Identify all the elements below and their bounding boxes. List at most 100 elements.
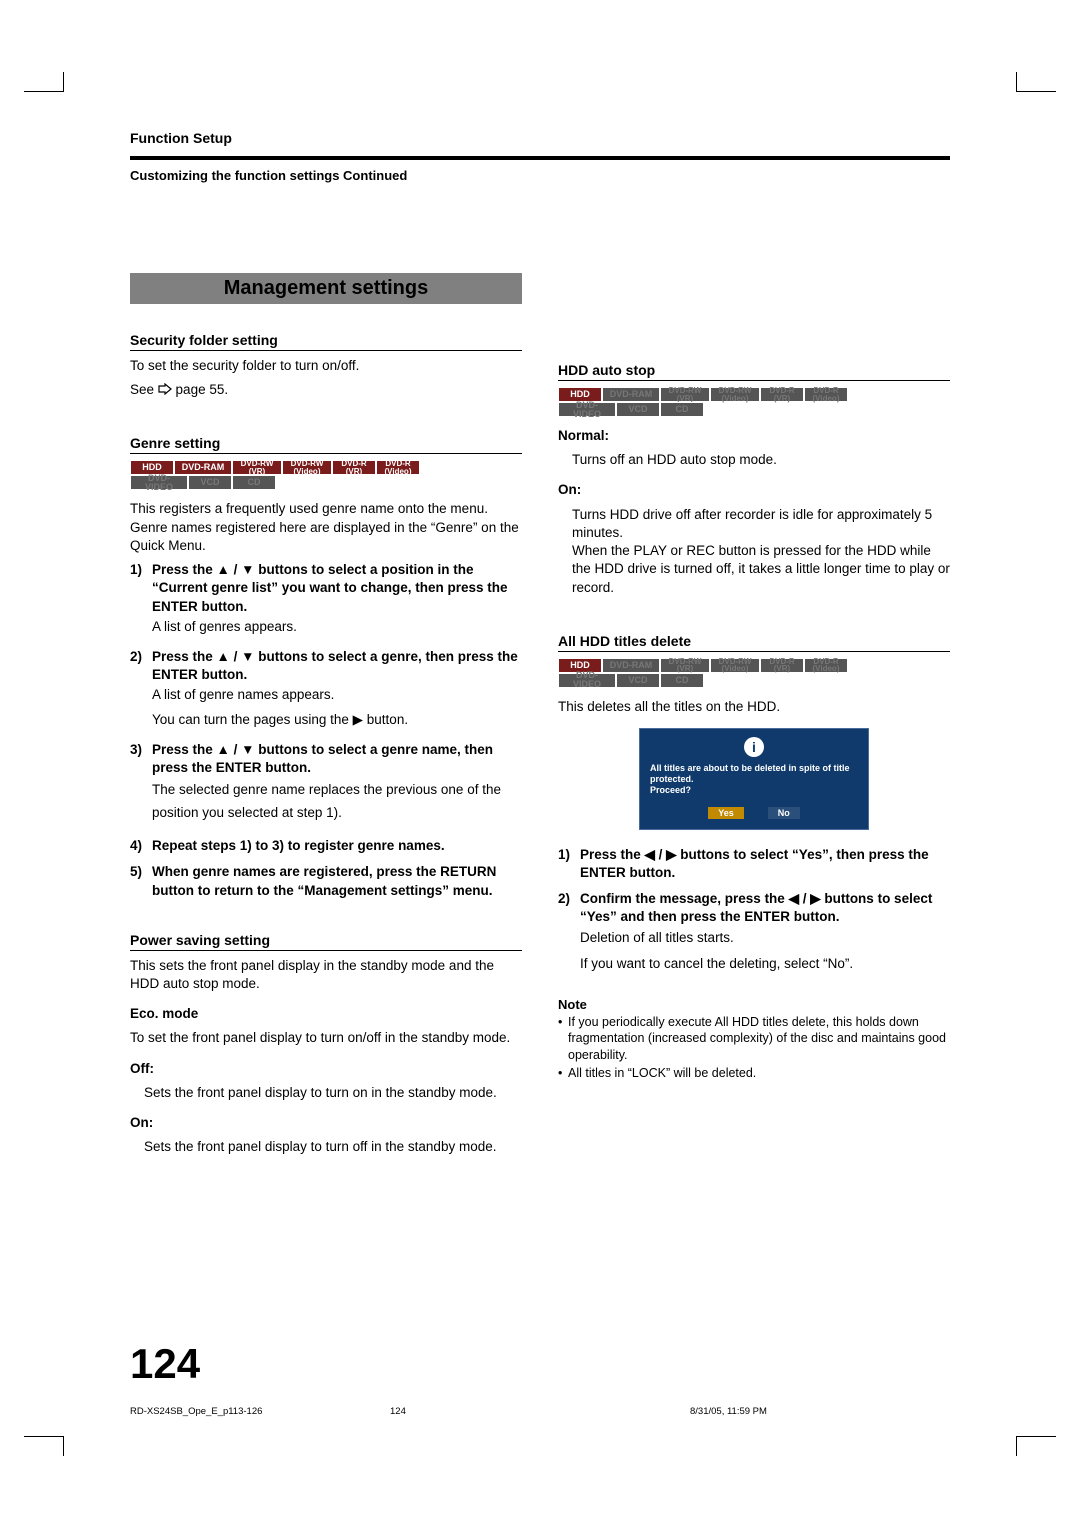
crop-mark	[24, 1436, 64, 1456]
info-icon: i	[744, 737, 764, 757]
media-badge: DVD-VIDEO	[130, 475, 188, 490]
genre-head: Genre setting	[130, 435, 522, 454]
section-banner: Management settings	[130, 273, 522, 304]
media-badge: CD	[660, 673, 704, 688]
note-head: Note	[558, 997, 950, 1012]
step-text: When genre names are registered, press t…	[152, 863, 522, 899]
step-num: 5)	[130, 863, 152, 899]
note-item: • All titles in “LOCK” will be deleted.	[558, 1065, 950, 1081]
genre-step-1-after: A list of genres appears.	[130, 618, 522, 636]
media-badge: DVD-RW (Video)	[710, 658, 760, 673]
on-body: Sets the front panel display to turn off…	[130, 1138, 522, 1156]
on-head: On:	[130, 1114, 522, 1132]
confirm-dialog: i All titles are about to be deleted in …	[639, 728, 869, 830]
step-num: 4)	[130, 837, 152, 855]
delete-after2: If you want to cancel the deleting, sele…	[558, 955, 950, 973]
dialog-no-button[interactable]: No	[768, 807, 800, 819]
header-subtitle: Customizing the function settings Contin…	[130, 168, 950, 183]
media-badge: DVD-RW (VR)	[232, 460, 282, 475]
media-badge: DVD-VIDEO	[558, 402, 616, 417]
genre-media-strip: HDDDVD-RAMDVD-RW (VR)DVD-RW (Video)DVD-R…	[130, 460, 522, 490]
genre-step-3-after: The selected genre name replaces the pre…	[130, 779, 522, 825]
delete-step-1: 1) Press the ◀ / ▶ buttons to select “Ye…	[558, 846, 950, 882]
dialog-yes-button[interactable]: Yes	[708, 807, 744, 819]
media-badge: VCD	[188, 475, 232, 490]
power-intro: This sets the front panel display in the…	[130, 957, 522, 993]
media-badge: VCD	[616, 673, 660, 688]
media-badge: DVD-RW (VR)	[660, 387, 710, 402]
note-item: • If you periodically execute All HDD ti…	[558, 1014, 950, 1063]
note-text: All titles in “LOCK” will be deleted.	[568, 1065, 756, 1081]
step-num: 2)	[558, 890, 580, 926]
hdd-on-head: On:	[558, 481, 950, 499]
media-badge: VCD	[616, 402, 660, 417]
genre-step-2: 2) Press the ▲ / ▼ buttons to select a g…	[130, 648, 522, 684]
media-badge: DVD-R (Video)	[804, 387, 848, 402]
media-badge: DVD-R (Video)	[804, 658, 848, 673]
all-delete-head: All HDD titles delete	[558, 633, 950, 652]
crop-mark	[24, 72, 64, 92]
genre-step-1: 1) Press the ▲ / ▼ buttons to select a p…	[130, 561, 522, 616]
note-text: If you periodically execute All HDD titl…	[568, 1014, 950, 1063]
page-number: 124	[130, 1340, 200, 1388]
step-num: 1)	[558, 846, 580, 882]
media-badge: DVD-R (VR)	[332, 460, 376, 475]
page-content: Function Setup Customizing the function …	[130, 130, 950, 1163]
bullet-icon: •	[558, 1014, 568, 1063]
off-body: Sets the front panel display to turn on …	[130, 1084, 522, 1102]
left-column: Security folder setting To set the secur…	[130, 332, 522, 1163]
header-rule	[130, 156, 950, 160]
step-text: Repeat steps 1) to 3) to register genre …	[152, 837, 522, 855]
normal-head: Normal:	[558, 427, 950, 445]
right-column: HDD auto stop HDDDVD-RAMDVD-RW (VR)DVD-R…	[558, 332, 950, 1163]
security-line1: To set the security folder to turn on/of…	[130, 357, 522, 375]
delete-after1: Deletion of all titles starts.	[558, 929, 950, 947]
footer-file: RD-XS24SB_Ope_E_p113-126	[130, 1406, 390, 1417]
media-badge: DVD-RW (VR)	[660, 658, 710, 673]
footer-page: 124	[390, 1406, 690, 1417]
genre-intro: This registers a frequently used genre n…	[130, 500, 522, 555]
step-text: Press the ◀ / ▶ buttons to select “Yes”,…	[580, 846, 950, 882]
genre-step-5: 5) When genre names are registered, pres…	[130, 863, 522, 899]
page-ref: page 55.	[176, 382, 229, 397]
hdd-on-body: Turns HDD drive off after recorder is id…	[558, 506, 950, 597]
media-badge: DVD-RW (Video)	[710, 387, 760, 402]
hdd-auto-head: HDD auto stop	[558, 362, 950, 381]
eco-head: Eco. mode	[130, 1005, 522, 1023]
normal-body: Turns off an HDD auto stop mode.	[558, 451, 950, 469]
step-num: 1)	[130, 561, 152, 616]
off-head: Off:	[130, 1060, 522, 1078]
security-line2: See page 55.	[130, 381, 522, 399]
footer: RD-XS24SB_Ope_E_p113-126 124 8/31/05, 11…	[130, 1406, 950, 1417]
crop-mark	[1016, 72, 1056, 92]
all-delete-media-strip: HDDDVD-RAMDVD-RW (VR)DVD-RW (Video)DVD-R…	[558, 658, 950, 688]
step-text: Confirm the message, press the ◀ / ▶ but…	[580, 890, 950, 926]
media-badge: CD	[660, 402, 704, 417]
crop-mark	[1016, 1436, 1056, 1456]
media-badge: DVD-VIDEO	[558, 673, 616, 688]
see-text: See	[130, 382, 158, 397]
media-badge: DVD-R (VR)	[760, 387, 804, 402]
all-delete-intro: This deletes all the titles on the HDD.	[558, 698, 950, 716]
genre-step-4: 4) Repeat steps 1) to 3) to register gen…	[130, 837, 522, 855]
chapter-title: Function Setup	[130, 130, 950, 146]
genre-step-3: 3) Press the ▲ / ▼ buttons to select a g…	[130, 741, 522, 777]
hdd-auto-media-strip: HDDDVD-RAMDVD-RW (VR)DVD-RW (Video)DVD-R…	[558, 387, 950, 417]
page-arrow-icon	[158, 382, 172, 394]
dialog-button-row: Yes No	[650, 807, 858, 819]
step-num: 3)	[130, 741, 152, 777]
step-text: Press the ▲ / ▼ buttons to select a posi…	[152, 561, 522, 616]
media-badge: CD	[232, 475, 276, 490]
media-badge: DVD-R (Video)	[376, 460, 420, 475]
step-text: Press the ▲ / ▼ buttons to select a genr…	[152, 741, 522, 777]
delete-step-2: 2) Confirm the message, press the ◀ / ▶ …	[558, 890, 950, 926]
media-badge: DVD-R (VR)	[760, 658, 804, 673]
step-num: 2)	[130, 648, 152, 684]
bullet-icon: •	[558, 1065, 568, 1081]
eco-body: To set the front panel display to turn o…	[130, 1029, 522, 1047]
security-head: Security folder setting	[130, 332, 522, 351]
genre-step-2-after2: You can turn the pages using the ▶ butto…	[130, 711, 522, 729]
power-head: Power saving setting	[130, 932, 522, 951]
footer-date: 8/31/05, 11:59 PM	[690, 1406, 950, 1417]
dialog-message: All titles are about to be deleted in sp…	[650, 763, 858, 797]
